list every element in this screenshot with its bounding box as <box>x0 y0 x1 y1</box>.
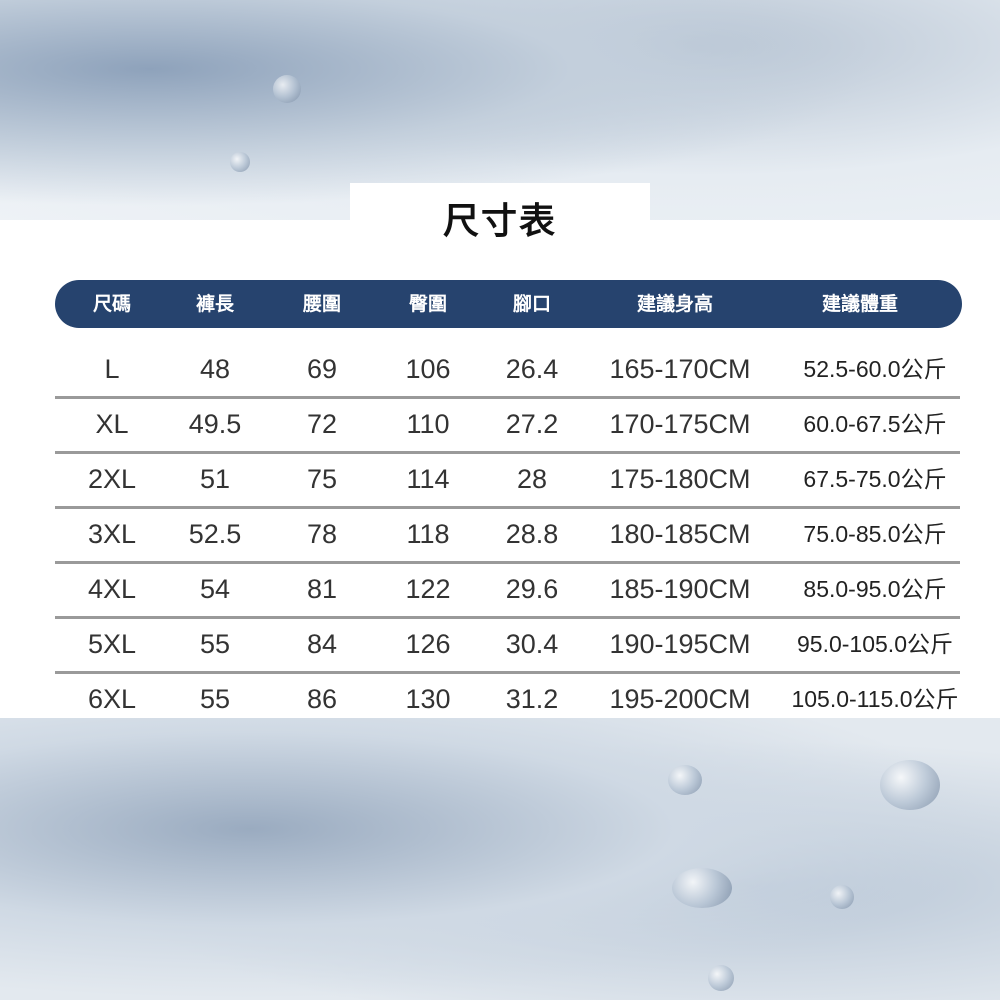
cell-pants-length: 55 <box>199 629 231 659</box>
cell-leg-opening: 26.4 <box>505 354 559 384</box>
cell-size: 6XL <box>87 684 137 714</box>
page-title: 尺寸表 <box>442 201 557 242</box>
row-divider <box>55 561 960 564</box>
cell-suggested-height: 175-180CM <box>609 464 751 494</box>
cell-hip: 126 <box>405 629 451 659</box>
cell-hip: 114 <box>406 464 450 494</box>
cell-suggested-weight: 75.0-85.0公斤 <box>803 521 947 547</box>
cell-waist: 72 <box>306 409 338 439</box>
cell-waist: 84 <box>306 629 338 659</box>
cell-pants-length: 52.5 <box>188 519 242 549</box>
table-row: L 48 69 106 26.4 165-170CM 52.5-60.0公斤 <box>0 342 1000 397</box>
cell-suggested-height: 165-170CM <box>609 354 751 384</box>
water-drop <box>708 965 734 991</box>
cell-hip: 106 <box>405 354 451 384</box>
cell-waist: 81 <box>306 574 338 604</box>
cell-leg-opening: 28.8 <box>505 519 559 549</box>
cell-pants-length: 54 <box>199 574 231 604</box>
cell-pants-length: 51 <box>199 464 231 494</box>
cell-leg-opening: 27.2 <box>505 409 559 439</box>
header-suggested-weight: 建議體重 <box>821 293 899 315</box>
table-row: 6XL 55 86 130 31.2 195-200CM 105.0-115.0公斤 <box>0 672 1000 727</box>
table-header: 尺碼 褲長 腰圍 臀圍 腳口 建議身高 建議體重 <box>55 280 962 328</box>
cell-leg-opening: 29.6 <box>505 574 559 604</box>
cell-suggested-height: 195-200CM <box>609 684 751 714</box>
water-drop <box>668 765 702 795</box>
cell-size: L <box>104 354 120 384</box>
table-row: 4XL 54 81 122 29.6 185-190CM 85.0-95.0公斤 <box>0 562 1000 617</box>
row-divider <box>55 506 960 509</box>
cell-suggested-height: 180-185CM <box>609 519 751 549</box>
cell-leg-opening: 28 <box>516 464 548 494</box>
water-drop <box>273 75 301 103</box>
cell-waist: 78 <box>306 519 338 549</box>
row-divider <box>55 616 960 619</box>
cell-suggested-height: 185-190CM <box>609 574 751 604</box>
cell-size: XL <box>95 409 129 439</box>
table-row: 3XL 52.5 78 118 28.8 180-185CM 75.0-85.0公斤 <box>0 507 1000 562</box>
cell-size: 3XL <box>87 519 137 549</box>
row-divider <box>55 451 960 454</box>
cell-suggested-weight: 52.5-60.0公斤 <box>803 356 947 382</box>
cell-pants-length: 55 <box>199 684 231 714</box>
water-drop <box>230 152 250 172</box>
header-pants-length: 褲長 <box>195 293 235 315</box>
row-divider <box>55 671 960 674</box>
water-drop <box>830 885 854 909</box>
cell-size: 2XL <box>87 464 137 494</box>
header-suggested-height: 建議身高 <box>636 293 714 315</box>
cell-waist: 75 <box>306 464 338 494</box>
cell-suggested-weight: 67.5-75.0公斤 <box>803 466 947 492</box>
cell-size: 5XL <box>87 629 137 659</box>
cell-suggested-height: 170-175CM <box>609 409 751 439</box>
table-row: XL 49.5 72 110 27.2 170-175CM 60.0-67.5公斤 <box>0 397 1000 452</box>
header-size: 尺碼 <box>92 293 132 315</box>
header-leg-opening: 腳口 <box>512 293 552 315</box>
cell-suggested-weight: 85.0-95.0公斤 <box>803 576 947 602</box>
cell-suggested-weight: 95.0-105.0公斤 <box>797 631 953 657</box>
cell-pants-length: 48 <box>199 354 231 384</box>
header-waist: 腰圍 <box>302 293 342 315</box>
cell-pants-length: 49.5 <box>188 409 242 439</box>
cell-waist: 69 <box>306 354 338 384</box>
water-drops-background-bottom <box>0 715 1000 1000</box>
cell-hip: 122 <box>405 574 451 604</box>
table-row: 2XL 51 75 114 28 175-180CM 67.5-75.0公斤 <box>0 452 1000 507</box>
cell-suggested-weight: 105.0-115.0公斤 <box>791 686 959 712</box>
water-drop <box>672 868 732 908</box>
water-drop <box>880 760 940 810</box>
header-hip: 臀圍 <box>408 293 448 315</box>
cell-suggested-height: 190-195CM <box>609 629 751 659</box>
cell-suggested-weight: 60.0-67.5公斤 <box>803 411 947 437</box>
cell-size: 4XL <box>87 574 137 604</box>
cell-leg-opening: 30.4 <box>505 629 559 659</box>
row-divider <box>55 396 960 399</box>
cell-hip: 118 <box>406 519 450 549</box>
cell-waist: 86 <box>306 684 338 714</box>
cell-leg-opening: 31.2 <box>505 684 559 714</box>
title-box <box>350 183 650 223</box>
cell-hip: 130 <box>405 684 451 714</box>
table-row: 5XL 55 84 126 30.4 190-195CM 95.0-105.0公斤 <box>0 617 1000 672</box>
cell-hip: 110 <box>406 409 450 439</box>
